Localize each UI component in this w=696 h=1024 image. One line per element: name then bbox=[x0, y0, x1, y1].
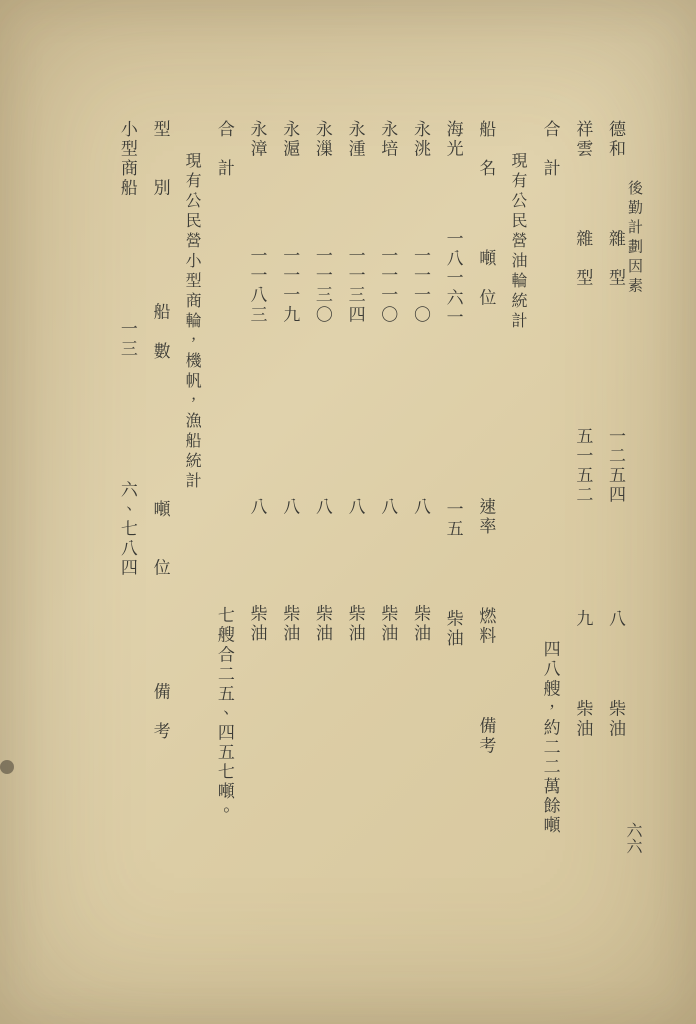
cell-ton: 一一三〇 bbox=[312, 247, 337, 325]
cell-type: 雜 型 bbox=[605, 230, 630, 289]
cell-fuel: 柴油 bbox=[605, 700, 630, 739]
cell-speed: 八 bbox=[410, 497, 435, 517]
cell-count: 一三 bbox=[117, 320, 142, 359]
hdr-fuel: 燃料 bbox=[475, 607, 500, 646]
row-oil-5: 永滬 一一一九 八 柴油 bbox=[282, 120, 301, 964]
cell-speed: 一五 bbox=[443, 500, 468, 539]
cell-fuel: 柴油 bbox=[572, 700, 597, 739]
section-oil-title: 現有公民營油輪統計 bbox=[510, 120, 528, 964]
cell-ton: 一一一〇 bbox=[377, 247, 402, 325]
cell-speed: 八 bbox=[605, 610, 630, 630]
cell-ton: 一二五四 bbox=[605, 427, 630, 505]
cell-ton: 一八一六一 bbox=[443, 230, 468, 328]
cell-type: 小型商船 bbox=[117, 120, 142, 198]
row-oil-6: 永漳 一一八三 八 柴油 bbox=[249, 120, 268, 964]
cell-fuel: 柴油 bbox=[279, 605, 304, 644]
cell-name: 永洮 bbox=[410, 120, 435, 159]
section-small-title: 現有公民營小型商輪，機帆，漁船統計 bbox=[185, 120, 203, 964]
cell-note: 四八艘，約二二萬餘噸 bbox=[540, 640, 565, 836]
cell-fuel: 柴油 bbox=[345, 605, 370, 644]
hdr-type: 型 別 bbox=[150, 120, 175, 198]
cell-ton: 五一五二 bbox=[572, 427, 597, 505]
cell-speed: 八 bbox=[345, 497, 370, 517]
cell-name: 海光 bbox=[443, 120, 468, 159]
cell-name: 永滬 bbox=[279, 120, 304, 159]
title-text: 現有公民營油輪統計 bbox=[508, 152, 531, 332]
cell-ton: 一一八三 bbox=[247, 247, 272, 325]
cell-name: 永漅 bbox=[312, 120, 337, 159]
row-oil-2: 永培 一一一〇 八 柴油 bbox=[380, 120, 399, 964]
hdr-name: 船 名 bbox=[475, 120, 500, 179]
cell-fuel: 柴油 bbox=[410, 605, 435, 644]
cell-name: 德和 bbox=[605, 120, 630, 159]
cell-ton: 一一三四 bbox=[345, 247, 370, 325]
row-misc-total: 合 計 四八艘，約二二萬餘噸 bbox=[542, 120, 561, 964]
hdr-ton: 噸 位 bbox=[150, 500, 175, 578]
title-text: 現有公民營小型商輪，機帆，漁船統計 bbox=[182, 152, 205, 492]
cell-name: 永漳 bbox=[247, 120, 272, 159]
cell-fuel: 柴油 bbox=[377, 605, 402, 644]
cell-type: 雜 型 bbox=[572, 230, 597, 289]
cell-speed: 八 bbox=[247, 497, 272, 517]
hdr-speed: 速率 bbox=[475, 497, 500, 536]
cell-ton: 六、七八四 bbox=[117, 480, 142, 578]
cell-name: 合 計 bbox=[214, 120, 239, 179]
cell-name: 永培 bbox=[377, 120, 402, 159]
row-small-header: 型 別 船 數 噸 位 備 考 bbox=[152, 120, 171, 964]
row-misc-0: 德和 雜 型 一二五四 八 柴油 bbox=[607, 120, 626, 964]
cell-name: 合 計 bbox=[540, 120, 565, 179]
row-oil-4: 永漅 一一三〇 八 柴油 bbox=[314, 120, 333, 964]
row-oil-1: 永洮 一一一〇 八 柴油 bbox=[412, 120, 431, 964]
cell-ton: 一一一〇 bbox=[410, 247, 435, 325]
cell-fuel: 柴油 bbox=[247, 605, 272, 644]
row-oil-total: 合 計 七艘合二五、四五七噸。 bbox=[216, 120, 235, 964]
cell-name: 祥雲 bbox=[572, 120, 597, 159]
cell-ton: 一一一九 bbox=[279, 247, 304, 325]
cell-speed: 九 bbox=[572, 610, 597, 630]
hdr-count: 船 數 bbox=[150, 303, 175, 362]
cell-speed: 八 bbox=[312, 497, 337, 517]
cell-note: 七艘合二五、四五七噸。 bbox=[214, 606, 239, 821]
hdr-note: 備 考 bbox=[150, 683, 175, 742]
page-body: 德和 雜 型 一二五四 八 柴油 祥雲 雜 型 五一五二 九 柴油 合 計 四八… bbox=[70, 120, 626, 964]
cell-speed: 八 bbox=[279, 497, 304, 517]
row-oil-header: 船 名 噸 位 速率 燃料 備考 bbox=[478, 120, 497, 964]
row-small-0: 小型商船 一三 六、七八四 bbox=[119, 120, 138, 964]
cell-fuel: 柴油 bbox=[312, 605, 337, 644]
cell-fuel: 柴油 bbox=[443, 610, 468, 649]
hdr-ton: 噸 位 bbox=[475, 249, 500, 308]
row-misc-1: 祥雲 雜 型 五一五二 九 柴油 bbox=[575, 120, 594, 964]
page-number: 六六 bbox=[623, 822, 646, 854]
hdr-note: 備考 bbox=[475, 717, 500, 756]
row-oil-0: 海光 一八一六一 一五 柴油 bbox=[445, 120, 464, 964]
row-oil-3: 永湩 一一三四 八 柴油 bbox=[347, 120, 366, 964]
binding-hole bbox=[0, 760, 14, 774]
cell-name: 永湩 bbox=[345, 120, 370, 159]
cell-speed: 八 bbox=[377, 497, 402, 517]
